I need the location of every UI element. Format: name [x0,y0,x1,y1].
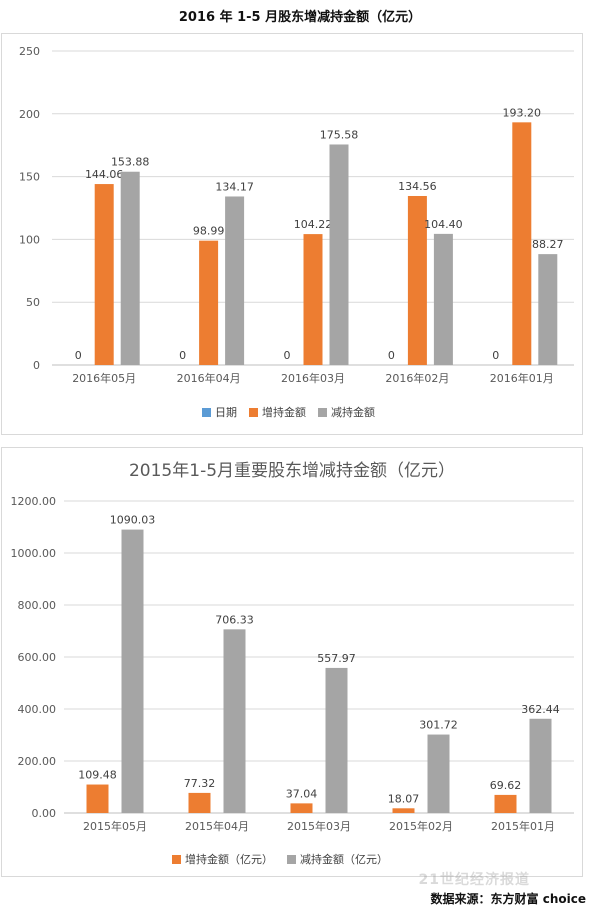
bar-decrease [538,254,558,365]
bar-increase [407,195,427,365]
data-label-increase: 109.48 [78,769,117,782]
legend-label-increase: 增持金额（亿元） [185,852,273,866]
bar-increase [512,122,532,366]
chart-title: 2015年1-5月重要股东增减持金额（亿元） [129,461,455,481]
data-label-decrease: 706.33 [215,613,254,626]
data-label-date: 0 [388,349,395,362]
x-tick-label: 2016年01月 [490,371,554,385]
legend-swatch-increase [249,408,258,417]
y-tick-label: 50 [26,296,40,309]
bar-decrease [121,529,144,813]
data-label-decrease: 1090.03 [110,514,156,527]
data-label-decrease: 88.27 [532,238,564,251]
page-title: 2016 年 1-5 月股东增减持金额（亿元） [178,10,422,25]
y-tick-label: 200.00 [18,755,57,768]
bar-decrease [120,171,140,365]
x-tick-label: 2016年05月 [72,371,136,385]
bar-increase [303,234,323,365]
data-label-increase: 144.06 [85,168,124,181]
bar-increase [290,803,313,813]
data-label-increase: 134.56 [398,180,437,193]
bar-decrease [427,734,450,813]
data-label-decrease: 153.88 [111,156,150,169]
y-tick-label: 250 [19,45,40,58]
bar-decrease [325,667,348,813]
bar-decrease [223,629,246,813]
data-label-decrease: 175.58 [320,128,359,141]
bar-decrease [329,144,349,365]
x-tick-label: 2015年03月 [287,819,351,833]
legend-swatch-decrease [318,408,327,417]
y-tick-label: 150 [19,171,40,184]
y-tick-label: 400.00 [18,703,57,716]
y-tick-label: 1000.00 [11,547,57,560]
y-tick-label: 200 [19,108,40,121]
legend-label-decrease: 减持金额 [331,405,375,419]
data-label-increase: 18.07 [388,792,420,805]
legend-swatch-decrease [287,855,296,864]
bar-decrease [529,718,552,813]
data-label-increase: 104.22 [294,218,333,231]
data-label-increase: 37.04 [286,787,318,800]
data-label-increase: 193.20 [503,106,542,119]
bar-decrease [433,233,453,365]
data-label-increase: 77.32 [184,777,216,790]
legend-label-increase: 增持金额 [262,405,306,419]
data-label-decrease: 362.44 [521,703,560,716]
x-tick-label: 2016年03月 [281,371,345,385]
legend-swatch-increase [172,855,181,864]
chart-2016-panel: 0 50 100 150 200 250 2016年05月 0 144.06 153.88 2016… [1,33,583,435]
y-tick-label: 600.00 [18,651,57,664]
y-tick-label: 100 [19,233,40,246]
watermark-text: 21世纪经济报道 [418,872,530,888]
data-label-decrease: 104.40 [424,218,463,231]
x-tick-label: 2015年05月 [83,819,147,833]
bar-increase [494,794,517,813]
data-label-decrease: 557.97 [317,652,356,665]
data-label-date: 0 [284,349,291,362]
data-label-decrease: 301.72 [419,719,458,732]
chart-2015: 2015年1-5月重要股东增减持金额（亿元） 0.00 200.00 400.00 60… [11,461,574,866]
x-tick-label: 2015年02月 [389,819,453,833]
legend-label-date: 日期 [215,406,237,419]
bar-increase [86,784,109,813]
y-tick-label: 0 [33,359,40,372]
chart-2015-panel: 2015年1-5月重要股东增减持金额（亿元） 0.00 200.00 400.00 60… [1,447,583,877]
legend-swatch-date [202,408,211,417]
y-tick-label: 1200.00 [11,495,57,508]
data-label-date: 0 [75,349,82,362]
data-label-increase: 69.62 [490,779,522,792]
x-tick-label: 2015年01月 [491,819,555,833]
data-label-date: 0 [492,349,499,362]
data-label-increase: 98.99 [193,225,225,238]
bar-increase [188,792,211,813]
data-label-decrease: 134.17 [215,180,254,193]
legend-label-decrease: 减持金额（亿元） [300,852,388,866]
data-source-note: 数据来源：东方财富 choice [430,892,586,906]
x-tick-label: 2015年04月 [185,819,249,833]
y-tick-label: 800.00 [18,599,57,612]
y-tick-label: 0.00 [32,807,57,820]
bar-increase [392,808,415,813]
x-tick-label: 2016年04月 [177,371,241,385]
bar-increase [94,184,114,365]
bar-decrease [225,196,245,365]
x-tick-label: 2016年02月 [385,371,449,385]
bar-increase [199,240,219,365]
data-label-date: 0 [179,349,186,362]
